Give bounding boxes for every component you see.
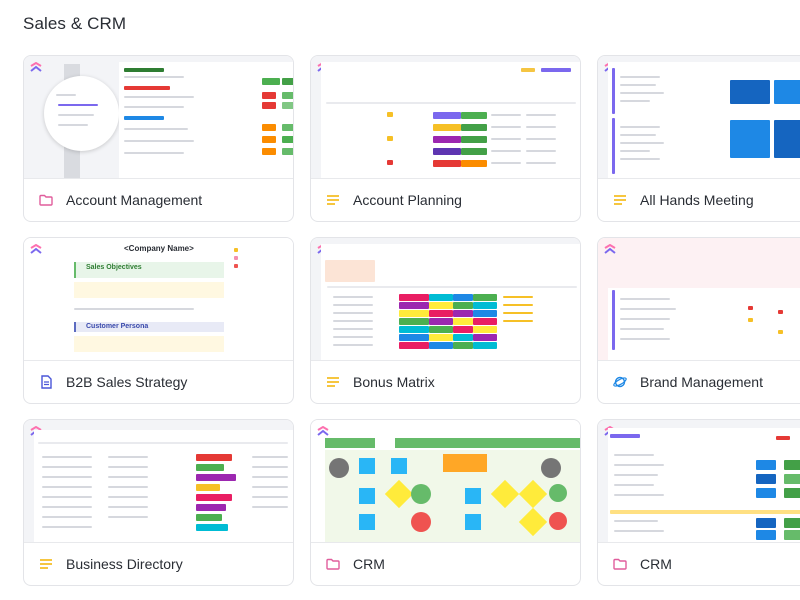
template-card-account-management[interactable]: Account Management (23, 55, 294, 222)
template-caption[interactable]: Bonus Matrix (311, 361, 580, 403)
template-label: Account Planning (353, 192, 462, 208)
company-name-heading: <Company Name> (124, 244, 194, 253)
customer-persona-heading: Customer Persona (86, 323, 149, 330)
template-caption[interactable]: CRM (311, 543, 580, 585)
template-preview: <Company Name> Sales Objectives Customer… (24, 238, 293, 361)
template-label: Brand Management (640, 374, 763, 390)
template-preview (311, 420, 580, 543)
template-caption[interactable]: Account Planning (311, 179, 580, 221)
folder-icon (613, 558, 627, 570)
template-label: Business Directory (66, 556, 183, 572)
sales-objectives-heading: Sales Objectives (86, 264, 142, 271)
template-card-bonus-matrix[interactable]: Bonus Matrix (310, 237, 581, 404)
clickup-logo-icon (317, 426, 329, 436)
template-preview (24, 56, 293, 179)
template-card-brand-management[interactable]: Brand Management (597, 237, 800, 404)
template-card-crm-whiteboard[interactable]: CRM (310, 419, 581, 586)
folder-icon (39, 194, 53, 206)
document-icon (41, 375, 52, 389)
template-caption[interactable]: Business Directory (24, 543, 293, 585)
template-label: Account Management (66, 192, 203, 208)
template-label: CRM (640, 556, 672, 572)
template-preview (598, 420, 800, 543)
clickup-logo-icon (30, 244, 42, 254)
template-preview (311, 56, 580, 179)
list-view-icon (40, 559, 52, 569)
template-caption[interactable]: CRM (598, 543, 800, 585)
list-view-icon (614, 195, 626, 205)
template-card-business-directory[interactable]: Business Directory (23, 419, 294, 586)
template-label: Bonus Matrix (353, 374, 435, 390)
template-card-crm-folder[interactable]: CRM (597, 419, 800, 586)
template-label: CRM (353, 556, 385, 572)
template-preview (311, 238, 580, 361)
template-caption[interactable]: Account Management (24, 179, 293, 221)
template-preview (598, 56, 800, 179)
planet-icon (613, 376, 627, 388)
template-preview (598, 238, 800, 361)
clickup-logo-icon (604, 244, 616, 254)
folder-icon (326, 558, 340, 570)
list-view-icon (327, 195, 339, 205)
list-view-icon (327, 377, 339, 387)
template-label: B2B Sales Strategy (66, 374, 188, 390)
template-card-all-hands-meeting[interactable]: All Hands Meeting (597, 55, 800, 222)
clickup-logo-icon (30, 62, 42, 72)
template-card-b2b-sales-strategy[interactable]: <Company Name> Sales Objectives Customer… (23, 237, 294, 404)
template-caption[interactable]: B2B Sales Strategy (24, 361, 293, 403)
template-label: All Hands Meeting (640, 192, 754, 208)
template-card-account-planning[interactable]: Account Planning (310, 55, 581, 222)
template-preview (24, 420, 293, 543)
template-caption[interactable]: All Hands Meeting (598, 179, 800, 221)
section-title: Sales & CRM (23, 14, 127, 33)
template-caption[interactable]: Brand Management (598, 361, 800, 403)
